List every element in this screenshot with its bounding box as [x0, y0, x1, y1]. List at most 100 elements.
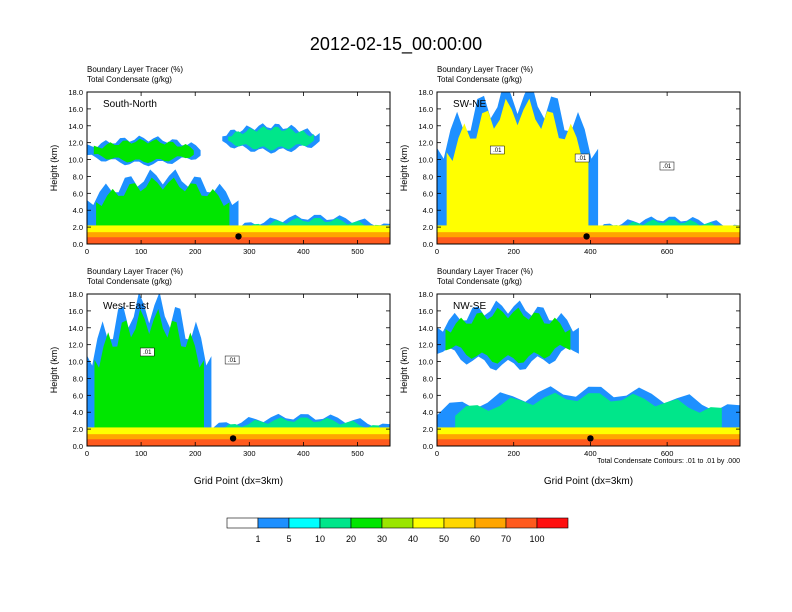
y-axis-label: Height (km)	[399, 347, 409, 394]
y-tick-label: 4.0	[73, 206, 83, 215]
panel-header-label: Total Condensate (g/kg)	[437, 75, 522, 84]
colorbar-swatch	[505, 517, 538, 529]
contour-footnote: Total Condensate Contours: .01 to .01 by…	[597, 458, 740, 465]
plot-area	[87, 123, 390, 244]
colorbar-swatch	[536, 517, 569, 529]
x-tick-label: 0	[85, 247, 89, 256]
y-tick-label: 10.0	[418, 358, 433, 367]
y-tick-label: 6.0	[423, 189, 433, 198]
panel-west-east: Boundary Layer Tracer (%)Total Condensat…	[49, 267, 391, 487]
x-axis-label: Grid Point (dx=3km)	[194, 476, 283, 487]
cloud-layer-core	[94, 308, 204, 433]
x-tick-label: 100	[135, 449, 148, 458]
contour-label-box	[574, 153, 590, 163]
y-tick-label: 18.0	[418, 290, 433, 299]
panel-south-north: Boundary Layer Tracer (%)Total Condensat…	[49, 65, 391, 256]
panel-header-label: Boundary Layer Tracer (%)	[437, 267, 533, 276]
colorbar: 1 5 10 20 30 40 50 60 70 100	[226, 517, 569, 544]
colorbar-label: 40	[408, 534, 418, 544]
boundary-layer-band	[437, 439, 740, 446]
plot-area: .01 .01 .01	[437, 92, 740, 244]
y-tick-label: 8.0	[423, 172, 433, 181]
y-tick-label: 12.0	[68, 341, 83, 350]
y-tick-label: 4.0	[73, 408, 83, 417]
colorbar-label: 100	[529, 534, 544, 544]
x-tick-label: 300	[243, 247, 256, 256]
panel-header-label: Boundary Layer Tracer (%)	[87, 65, 183, 74]
panel-header-label: Total Condensate (g/kg)	[437, 277, 522, 286]
location-marker	[235, 233, 242, 240]
colorbar-label: 60	[470, 534, 480, 544]
y-axis-label: Height (km)	[49, 347, 59, 394]
y-tick-label: 16.0	[418, 307, 433, 316]
colorbar-swatch	[319, 517, 352, 529]
panel-nw-se: Boundary Layer Tracer (%)Total Condensat…	[399, 267, 741, 487]
boundary-layer-band	[87, 237, 390, 244]
location-marker	[583, 233, 590, 240]
y-tick-label: 16.0	[68, 105, 83, 114]
y-tick-label: 16.0	[68, 307, 83, 316]
x-axis-label: Grid Point (dx=3km)	[544, 476, 633, 487]
colorbar-swatch	[257, 517, 290, 529]
colorbar-swatch	[412, 517, 445, 529]
x-tick-label: 600	[661, 247, 674, 256]
contour-label: .01	[578, 156, 587, 162]
y-tick-label: 18.0	[68, 290, 83, 299]
colorbar-label: 10	[315, 534, 325, 544]
y-tick-label: 10.0	[418, 156, 433, 165]
boundary-layer-band	[437, 237, 740, 244]
x-tick-label: 400	[584, 449, 597, 458]
panel-sw-ne: Boundary Layer Tracer (%)Total Condensat…	[399, 65, 741, 256]
plot-area: .01 .01	[87, 294, 390, 446]
x-tick-label: 400	[297, 247, 310, 256]
y-tick-label: 6.0	[73, 189, 83, 198]
y-tick-label: 6.0	[423, 391, 433, 400]
x-tick-label: 200	[189, 449, 202, 458]
x-tick-label: 200	[189, 247, 202, 256]
y-axis-label: Height (km)	[49, 145, 59, 192]
x-tick-label: 200	[507, 449, 520, 458]
y-tick-label: 8.0	[423, 374, 433, 383]
x-tick-label: 300	[243, 449, 256, 458]
y-tick-label: 12.0	[418, 139, 433, 148]
x-tick-label: 0	[85, 449, 89, 458]
colorbar-label: 30	[377, 534, 387, 544]
cloud-layer-core	[93, 138, 194, 164]
contour-label-box	[224, 355, 240, 365]
plot-frame	[436, 91, 741, 245]
y-tick-label: 0.0	[423, 240, 433, 249]
section-label: SW-NE	[453, 99, 486, 110]
y-tick-label: 4.0	[423, 408, 433, 417]
y-tick-label: 10.0	[68, 358, 83, 367]
colorbar-swatch	[381, 517, 414, 529]
location-marker	[229, 435, 237, 442]
y-tick-label: 0.0	[73, 442, 83, 451]
y-tick-label: 12.0	[68, 139, 83, 148]
figure-title: 2012-02-15_00:00:00	[310, 34, 482, 55]
y-tick-label: 18.0	[68, 88, 83, 97]
colorbar-swatch	[226, 517, 259, 529]
contour-label: .01	[228, 358, 237, 364]
colorbar-label: 5	[286, 534, 291, 544]
y-tick-label: 14.0	[68, 324, 83, 333]
x-tick-label: 500	[351, 247, 364, 256]
colorbar-label: 20	[346, 534, 356, 544]
cloud-layer-core	[96, 177, 230, 238]
plot-frame	[86, 293, 391, 447]
y-tick-label: 8.0	[73, 172, 83, 181]
panels-group: Boundary Layer Tracer (%)Total Condensat…	[49, 65, 741, 487]
y-tick-label: 14.0	[68, 122, 83, 131]
panel-header-label: Total Condensate (g/kg)	[87, 277, 172, 286]
x-tick-label: 200	[507, 247, 520, 256]
contour-label-box	[140, 347, 155, 357]
y-tick-label: 14.0	[418, 122, 433, 131]
panel-header-label: Boundary Layer Tracer (%)	[87, 267, 183, 276]
x-tick-label: 0	[435, 449, 439, 458]
y-axis-label: Height (km)	[399, 145, 409, 192]
x-tick-label: 400	[584, 247, 597, 256]
x-tick-label: 400	[297, 449, 310, 458]
boundary-layer-band	[87, 439, 390, 446]
y-tick-label: 16.0	[418, 105, 433, 114]
colorbar-swatch	[474, 517, 507, 529]
